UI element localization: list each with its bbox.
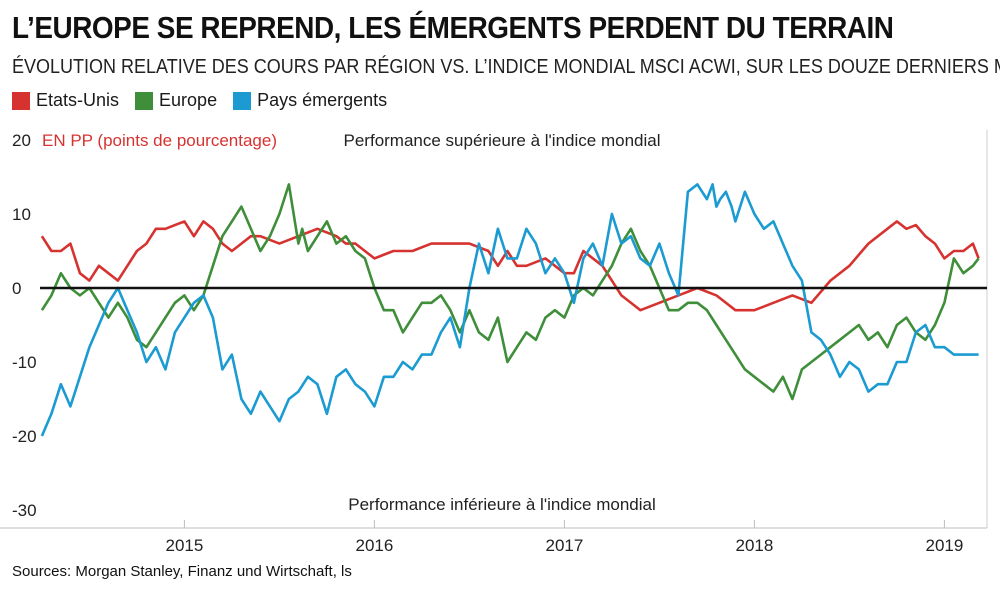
y-tick-label: -30 bbox=[12, 501, 37, 520]
y-tick-label: 20 bbox=[12, 131, 31, 150]
x-axis-ticks: 2015 2016 2017 2018 2019 bbox=[165, 520, 963, 555]
annotation-upper: Performance supérieure à l'indice mondia… bbox=[344, 131, 661, 150]
legend-item-us: Etats-Unis bbox=[12, 90, 119, 111]
legend-swatch-us bbox=[12, 91, 30, 110]
legend-label-europe: Europe bbox=[159, 90, 218, 110]
legend-item-europe: Europe bbox=[135, 90, 217, 111]
series-lines bbox=[40, 183, 980, 437]
y-axis-ticks: 20 10 0 -10 -20 -30 bbox=[12, 131, 37, 520]
legend-swatch-europe bbox=[135, 91, 154, 110]
legend-swatch-emerging bbox=[233, 91, 252, 110]
y-tick-label: -20 bbox=[12, 427, 37, 446]
legend-label-us: Etats-Unis bbox=[36, 90, 120, 110]
y-tick-label: -10 bbox=[12, 353, 37, 372]
y-tick-label: 0 bbox=[12, 279, 21, 298]
legend-item-emerging: Pays émergents bbox=[233, 90, 387, 111]
series-line-emerging bbox=[40, 183, 979, 437]
x-tick-label: 2018 bbox=[735, 536, 773, 555]
annotation-lower: Performance inférieure à l'indice mondia… bbox=[348, 495, 656, 514]
legend: Etats-Unis Europe Pays émergents bbox=[12, 90, 403, 111]
y-axis-unit-label: EN PP (points de pourcentage) bbox=[42, 131, 277, 150]
y-tick-label: 10 bbox=[12, 205, 31, 224]
x-tick-label: 2015 bbox=[165, 536, 203, 555]
x-tick-label: 2016 bbox=[355, 536, 393, 555]
series-line-us bbox=[40, 220, 980, 312]
legend-label-emerging: Pays émergents bbox=[257, 90, 388, 110]
source-note: Sources: Morgan Stanley, Finanz und Wirt… bbox=[12, 563, 352, 580]
x-tick-label: 2019 bbox=[925, 536, 963, 555]
series-line-europe bbox=[40, 183, 980, 401]
chart-subtitle: ÉVOLUTION RELATIVE DES COURS PAR RÉGION … bbox=[12, 56, 1000, 78]
chart-title: L’EUROPE SE REPREND, LES ÉMERGENTS PERDE… bbox=[12, 10, 894, 45]
x-tick-label: 2017 bbox=[545, 536, 583, 555]
